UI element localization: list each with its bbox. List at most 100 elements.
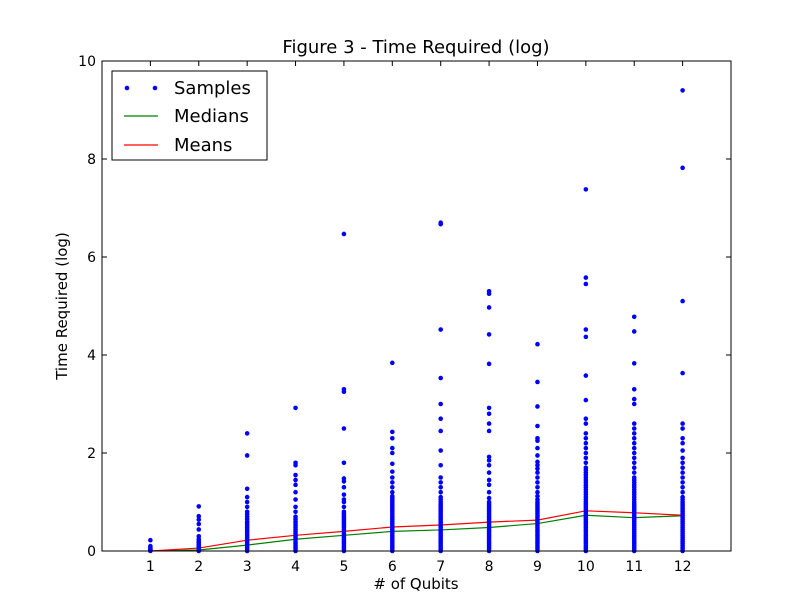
chart-legend: Samples Medians Means (111, 70, 268, 161)
sample-point (293, 497, 298, 502)
sample-point (438, 485, 443, 490)
sample-point (680, 460, 685, 466)
sample-point (196, 527, 202, 532)
sample-point (535, 485, 540, 490)
sample-point (486, 405, 492, 411)
legend-label-medians: Medians (174, 106, 249, 127)
sample-point (293, 405, 298, 411)
sample-point (486, 305, 492, 310)
sample-point (438, 489, 443, 495)
sample-point (535, 379, 540, 385)
sample-point (631, 426, 637, 431)
y-tick-label: 2 (87, 446, 96, 462)
x-tick-label: 11 (625, 559, 643, 575)
sample-point (535, 459, 540, 465)
sample-point (631, 396, 637, 402)
sample-point (535, 475, 540, 480)
sample-point (390, 450, 395, 456)
sample-point (680, 426, 685, 431)
sample-point (341, 426, 347, 431)
x-tick-label: 3 (243, 559, 252, 575)
sample-point (244, 504, 250, 510)
sample-point (438, 448, 443, 453)
sample-point (341, 497, 347, 502)
sample-point (583, 450, 589, 456)
x-tick-label: 10 (577, 559, 595, 575)
sample-point (438, 428, 443, 434)
plot-area-frame (101, 60, 732, 552)
sample-point (680, 436, 685, 441)
sample-point (583, 460, 589, 466)
sample-point (631, 431, 637, 436)
sample-point (486, 458, 492, 463)
y-axis-label: Time Required (log) (53, 232, 71, 381)
sample-point (390, 461, 395, 467)
sample-point (535, 436, 540, 441)
sample-point (535, 493, 540, 499)
sample-point (293, 477, 298, 483)
sample-point (341, 509, 347, 515)
sample-point (341, 387, 347, 392)
x-tick-label: 2 (194, 559, 203, 575)
sample-point (680, 465, 685, 471)
y-tick-label: 10 (78, 54, 96, 70)
sample-point (631, 470, 637, 475)
sample-point (438, 220, 443, 225)
sample-point (680, 448, 685, 453)
x-tick-label: 4 (291, 559, 300, 575)
series-lines (150, 510, 683, 552)
sample-point (293, 472, 298, 478)
sample-point (486, 462, 492, 468)
sample-point (535, 341, 540, 347)
x-tick-label: 8 (485, 559, 494, 575)
sample-point (680, 470, 685, 475)
sample-point (244, 453, 250, 458)
sample-point (196, 517, 202, 522)
sample-point (390, 360, 395, 366)
sample-point (486, 289, 492, 294)
series-line-means (150, 510, 683, 552)
sample-point (390, 485, 395, 490)
sample-point (438, 401, 443, 407)
sample-point (535, 466, 540, 471)
x-axis-label: # of Qubits (373, 575, 458, 593)
sample-point (390, 493, 395, 499)
sample-point (583, 431, 589, 436)
legend-marker-samples-left (124, 85, 130, 91)
sample-point (680, 485, 685, 490)
sample-point (631, 421, 637, 426)
sample-point (631, 445, 637, 451)
x-tick-label: 5 (339, 559, 348, 575)
sample-point (680, 165, 685, 171)
x-tick-label: 7 (436, 559, 445, 575)
sample-point (680, 480, 685, 485)
sample-point (486, 482, 492, 488)
sample-point (390, 480, 395, 485)
chart-title: Figure 3 - Time Required (log) (282, 37, 549, 58)
sample-point (486, 428, 492, 434)
sample-point (196, 521, 202, 527)
sample-point (583, 397, 589, 403)
sample-point (680, 475, 685, 480)
sample-point (535, 453, 540, 458)
sample-point (583, 327, 589, 332)
sample-point (535, 480, 540, 485)
sample-point (196, 534, 202, 539)
sample-point (631, 450, 637, 456)
sample-point (680, 440, 685, 446)
sample-point (631, 455, 637, 461)
y-tick-label: 6 (87, 250, 96, 266)
sample-point (390, 429, 395, 435)
sample-point (486, 332, 492, 337)
sample-points (148, 88, 685, 554)
sample-point (631, 465, 637, 471)
sample-point (631, 475, 637, 480)
sample-point (390, 475, 395, 480)
sample-point (486, 499, 492, 505)
sample-point (148, 537, 153, 543)
sample-point (535, 445, 540, 451)
sample-point (583, 334, 589, 340)
sample-point (438, 475, 443, 480)
sample-point (293, 509, 298, 515)
sample-point (680, 455, 685, 461)
